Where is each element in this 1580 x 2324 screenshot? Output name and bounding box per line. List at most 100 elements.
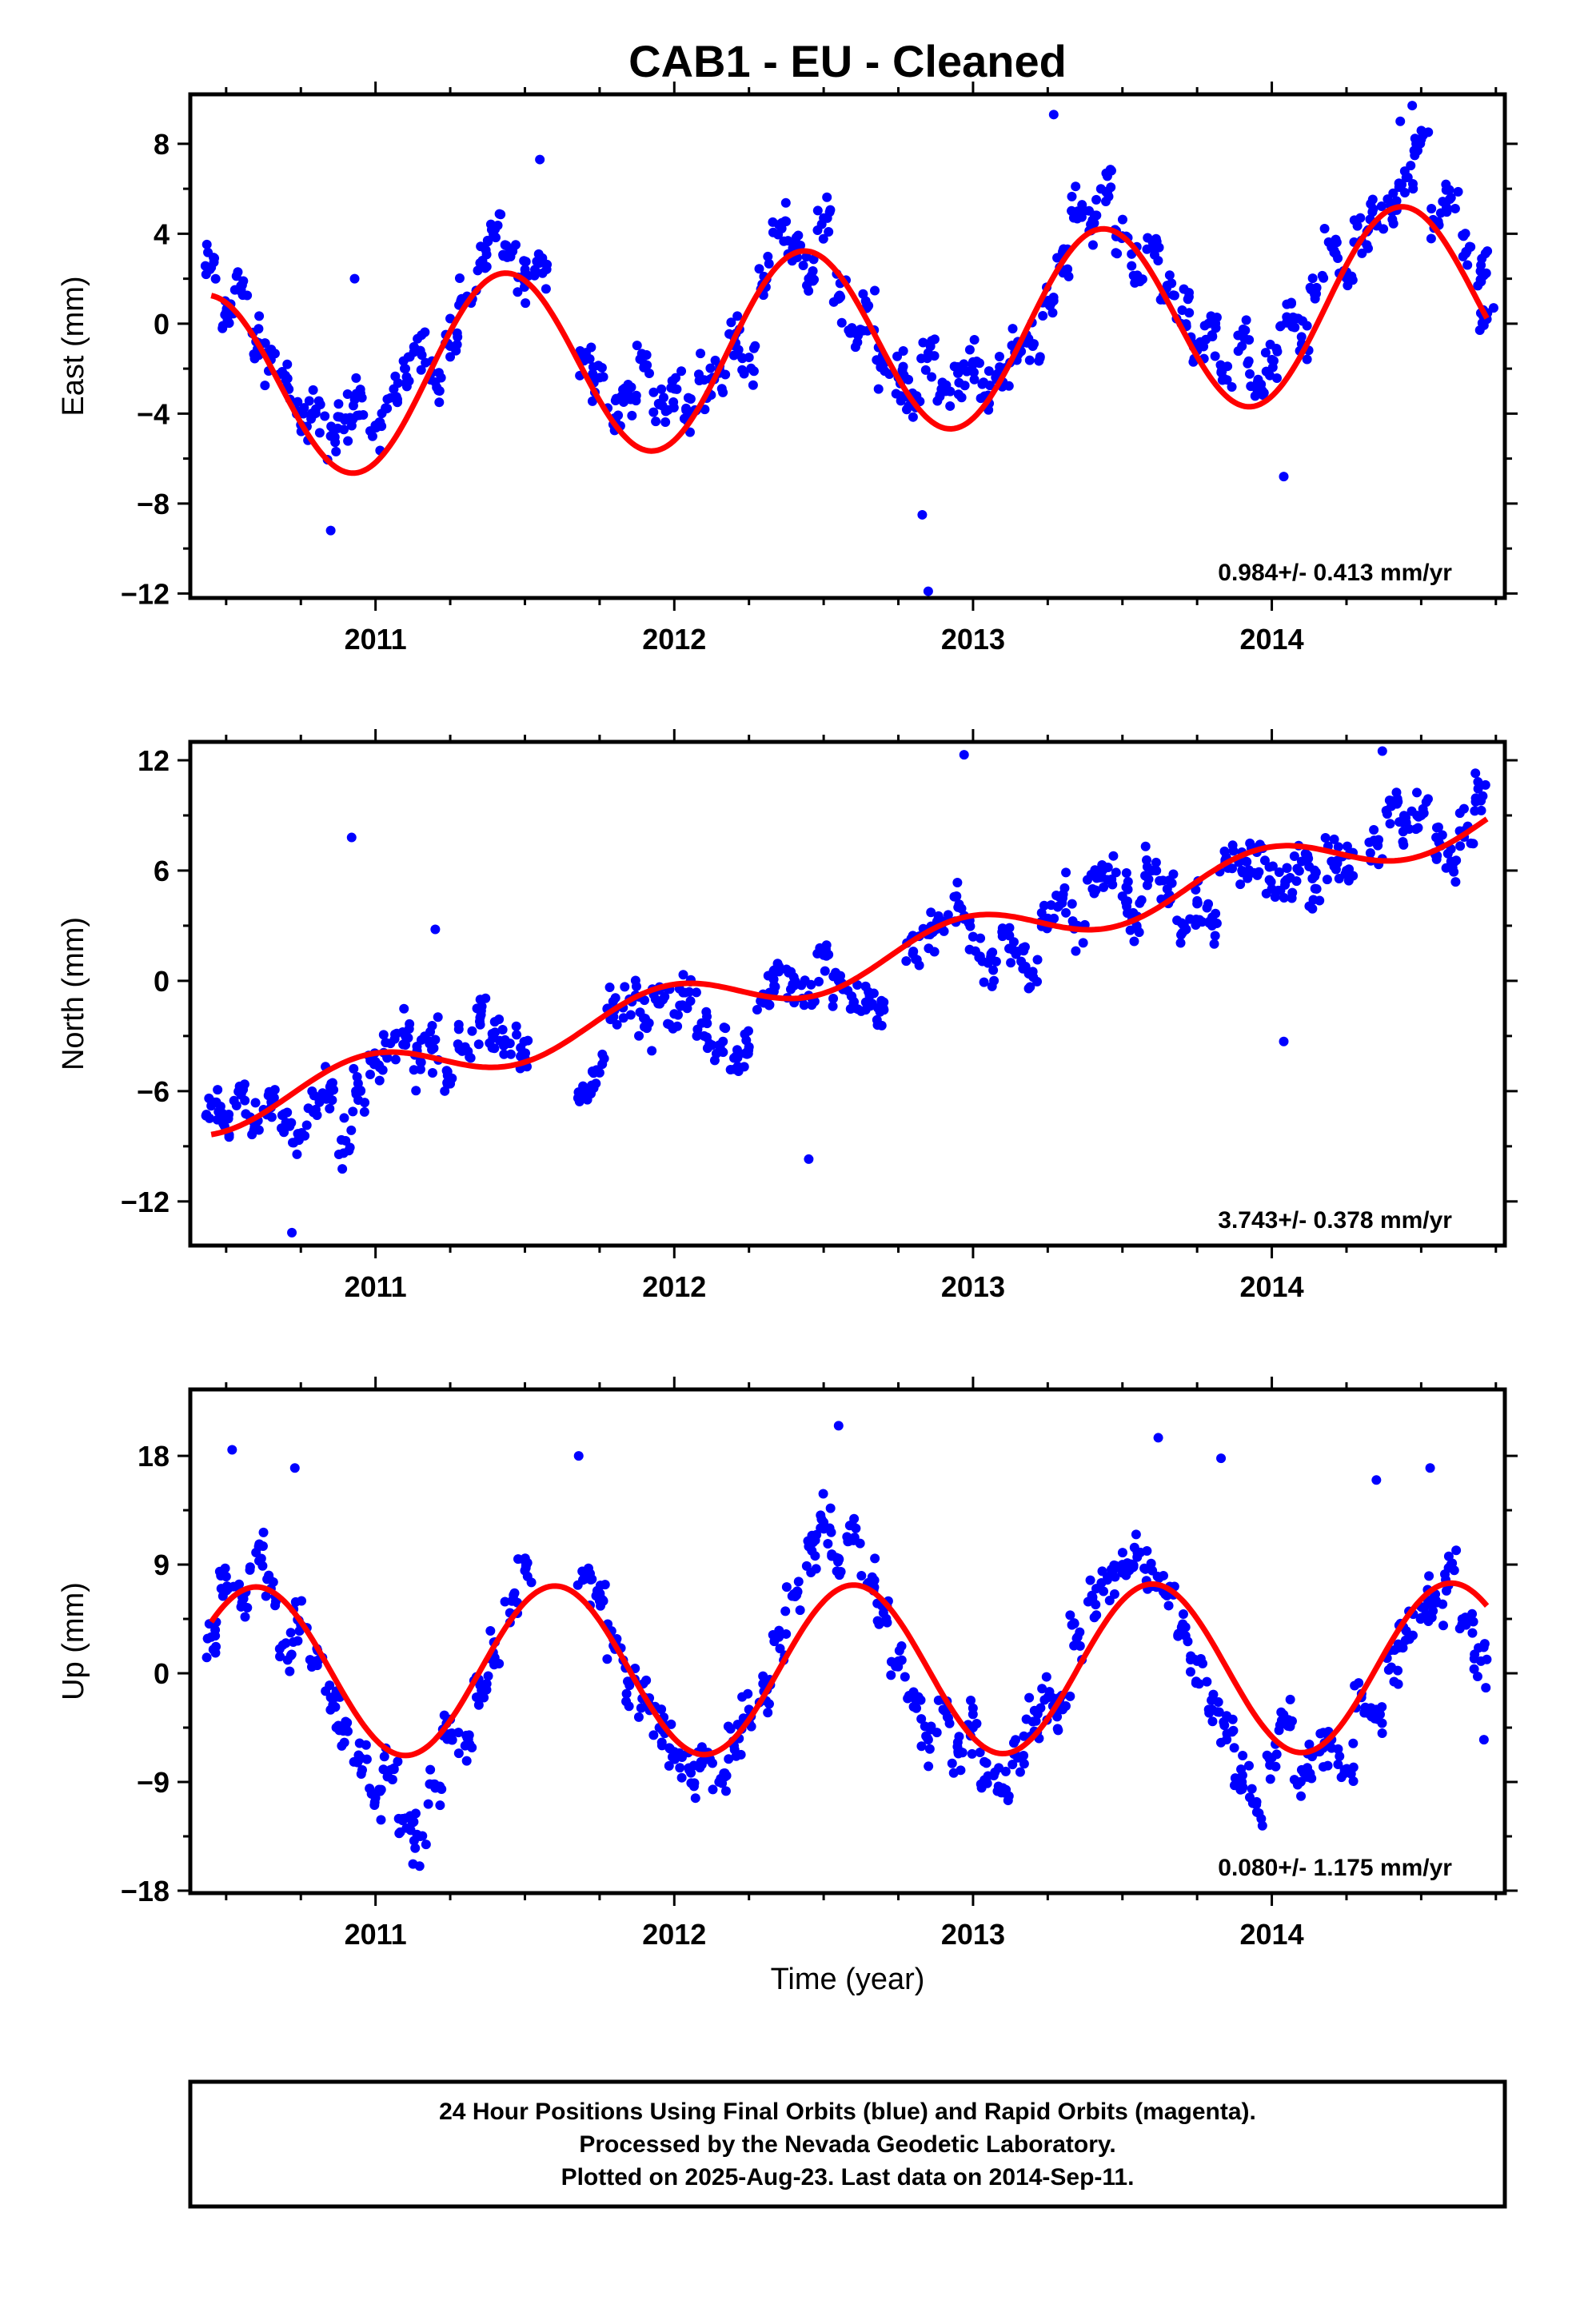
data-point	[1106, 182, 1116, 193]
data-point	[956, 903, 967, 914]
data-point	[658, 995, 668, 1005]
data-point	[1369, 825, 1379, 835]
data-point	[901, 956, 912, 967]
data-point	[497, 1025, 508, 1035]
data-point	[810, 1551, 820, 1561]
data-point	[768, 217, 778, 227]
data-point	[967, 1748, 977, 1759]
data-point	[1239, 333, 1250, 343]
data-point	[1208, 1689, 1219, 1700]
data-point	[467, 1743, 477, 1753]
data-point	[1060, 1700, 1071, 1711]
data-point	[274, 1644, 285, 1654]
data-point	[798, 261, 808, 271]
data-point	[1228, 846, 1239, 856]
data-point	[726, 317, 736, 328]
data-point	[1133, 276, 1143, 286]
data-point	[968, 367, 979, 377]
data-point	[1178, 1609, 1188, 1620]
data-point	[1072, 213, 1083, 224]
data-point	[1069, 1618, 1079, 1628]
data-point	[656, 384, 667, 394]
data-point	[636, 349, 647, 359]
data-point	[1210, 351, 1220, 361]
data-point	[879, 1005, 889, 1015]
data-point	[1083, 205, 1094, 216]
data-point	[220, 309, 230, 320]
outlier-point	[289, 1463, 300, 1473]
data-point	[217, 1108, 228, 1118]
data-point	[1238, 1750, 1248, 1760]
data-point	[1237, 1770, 1247, 1780]
data-point	[625, 1010, 636, 1020]
data-point	[1426, 204, 1437, 214]
data-point	[427, 1068, 437, 1078]
data-point	[257, 1561, 268, 1571]
data-point	[1243, 358, 1253, 369]
data-point	[720, 1772, 730, 1782]
data-point	[453, 1039, 463, 1050]
data-point	[1375, 1709, 1385, 1720]
data-point	[781, 1582, 792, 1593]
data-point	[201, 269, 211, 280]
data-point	[1423, 127, 1434, 138]
data-point	[529, 270, 540, 281]
data-point	[242, 1602, 253, 1612]
data-point	[312, 1110, 322, 1120]
data-point	[201, 239, 212, 249]
data-point	[1185, 1654, 1195, 1664]
data-point	[1289, 851, 1299, 861]
x-tick-label: 2013	[941, 623, 1005, 656]
data-point	[210, 1648, 221, 1658]
y-axis-label-north: North (mm)	[57, 917, 90, 1070]
data-point	[1241, 315, 1251, 325]
data-point	[351, 373, 361, 383]
data-point	[929, 334, 940, 345]
data-point	[1121, 867, 1131, 878]
x-tick-label: 2014	[1240, 1270, 1304, 1303]
data-point	[656, 1737, 667, 1748]
data-point	[213, 1085, 223, 1095]
data-point	[970, 946, 980, 956]
data-point	[1407, 178, 1418, 189]
data-point	[1003, 1796, 1013, 1806]
data-point	[1398, 1643, 1408, 1653]
data-point	[715, 1043, 725, 1054]
data-point	[1279, 892, 1289, 903]
data-point	[1275, 885, 1286, 895]
data-point	[667, 376, 677, 386]
data-point	[1303, 850, 1313, 860]
data-point	[508, 246, 518, 257]
data-point	[937, 377, 948, 388]
data-point	[1333, 1744, 1343, 1754]
data-point	[1230, 1773, 1240, 1784]
data-point	[580, 1574, 590, 1585]
data-point	[1067, 205, 1077, 216]
data-point	[623, 1676, 633, 1687]
data-point	[1212, 1707, 1223, 1717]
data-point	[1207, 912, 1218, 923]
data-point	[1183, 292, 1194, 302]
data-point	[325, 1103, 335, 1114]
data-point	[410, 344, 421, 354]
data-point	[217, 1591, 228, 1601]
data-point	[1140, 841, 1151, 851]
data-point	[203, 247, 213, 257]
data-point	[1019, 1759, 1029, 1769]
data-point	[597, 1049, 608, 1059]
data-point	[860, 997, 871, 1007]
data-point	[593, 361, 604, 371]
data-point	[1410, 134, 1420, 144]
data-point	[453, 1019, 464, 1030]
data-point	[618, 397, 628, 407]
data-point	[285, 1121, 295, 1131]
data-point	[1067, 916, 1078, 927]
data-point	[353, 1095, 364, 1106]
data-point	[1470, 796, 1481, 807]
data-point	[966, 1696, 976, 1706]
data-point	[664, 1760, 674, 1771]
data-point	[1367, 194, 1378, 205]
data-point	[359, 1106, 369, 1117]
data-point	[1176, 930, 1187, 940]
